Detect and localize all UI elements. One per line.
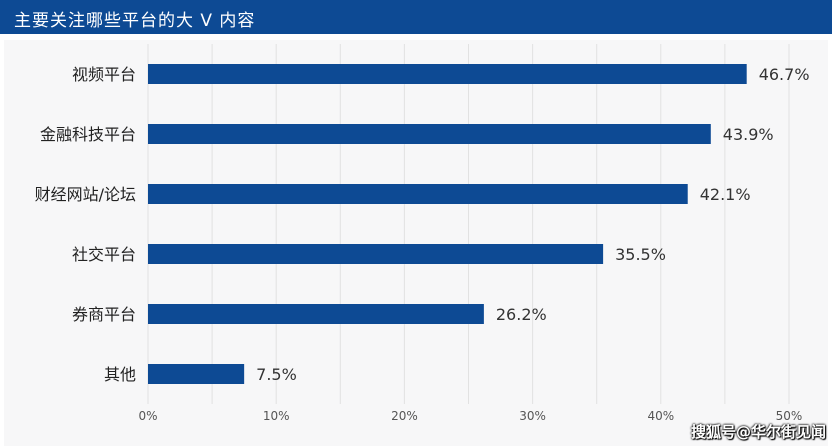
category-label: 社交平台 (72, 245, 136, 264)
value-label: 46.7% (759, 65, 810, 84)
x-tick-label: 50% (776, 409, 803, 423)
x-tick-label: 40% (647, 409, 674, 423)
value-label: 42.1% (700, 185, 751, 204)
x-tick-label: 30% (519, 409, 546, 423)
chart-panel (4, 40, 828, 446)
watermark: 搜狐号@华尔街见闻 (690, 423, 826, 441)
category-label: 金融科技平台 (40, 125, 136, 144)
bar (148, 364, 245, 384)
bar (148, 304, 484, 324)
chart-header: 主要关注哪些平台的大 V 内容 (0, 0, 832, 34)
category-label: 其他 (104, 365, 136, 384)
chart-title: 主要关注哪些平台的大 V 内容 (14, 11, 256, 31)
bar (148, 184, 688, 204)
category-label: 券商平台 (72, 305, 136, 324)
bar (148, 244, 604, 264)
x-tick-label: 20% (391, 409, 418, 423)
value-label: 43.9% (723, 125, 774, 144)
bar (148, 64, 747, 84)
bar (148, 124, 711, 144)
value-label: 35.5% (615, 245, 666, 264)
value-label: 7.5% (256, 365, 297, 384)
category-label: 视频平台 (72, 65, 136, 84)
x-tick-label: 10% (263, 409, 290, 423)
value-label: 26.2% (496, 305, 547, 324)
category-label: 财经网站/论坛 (35, 185, 136, 204)
x-tick-label: 0% (138, 409, 157, 423)
